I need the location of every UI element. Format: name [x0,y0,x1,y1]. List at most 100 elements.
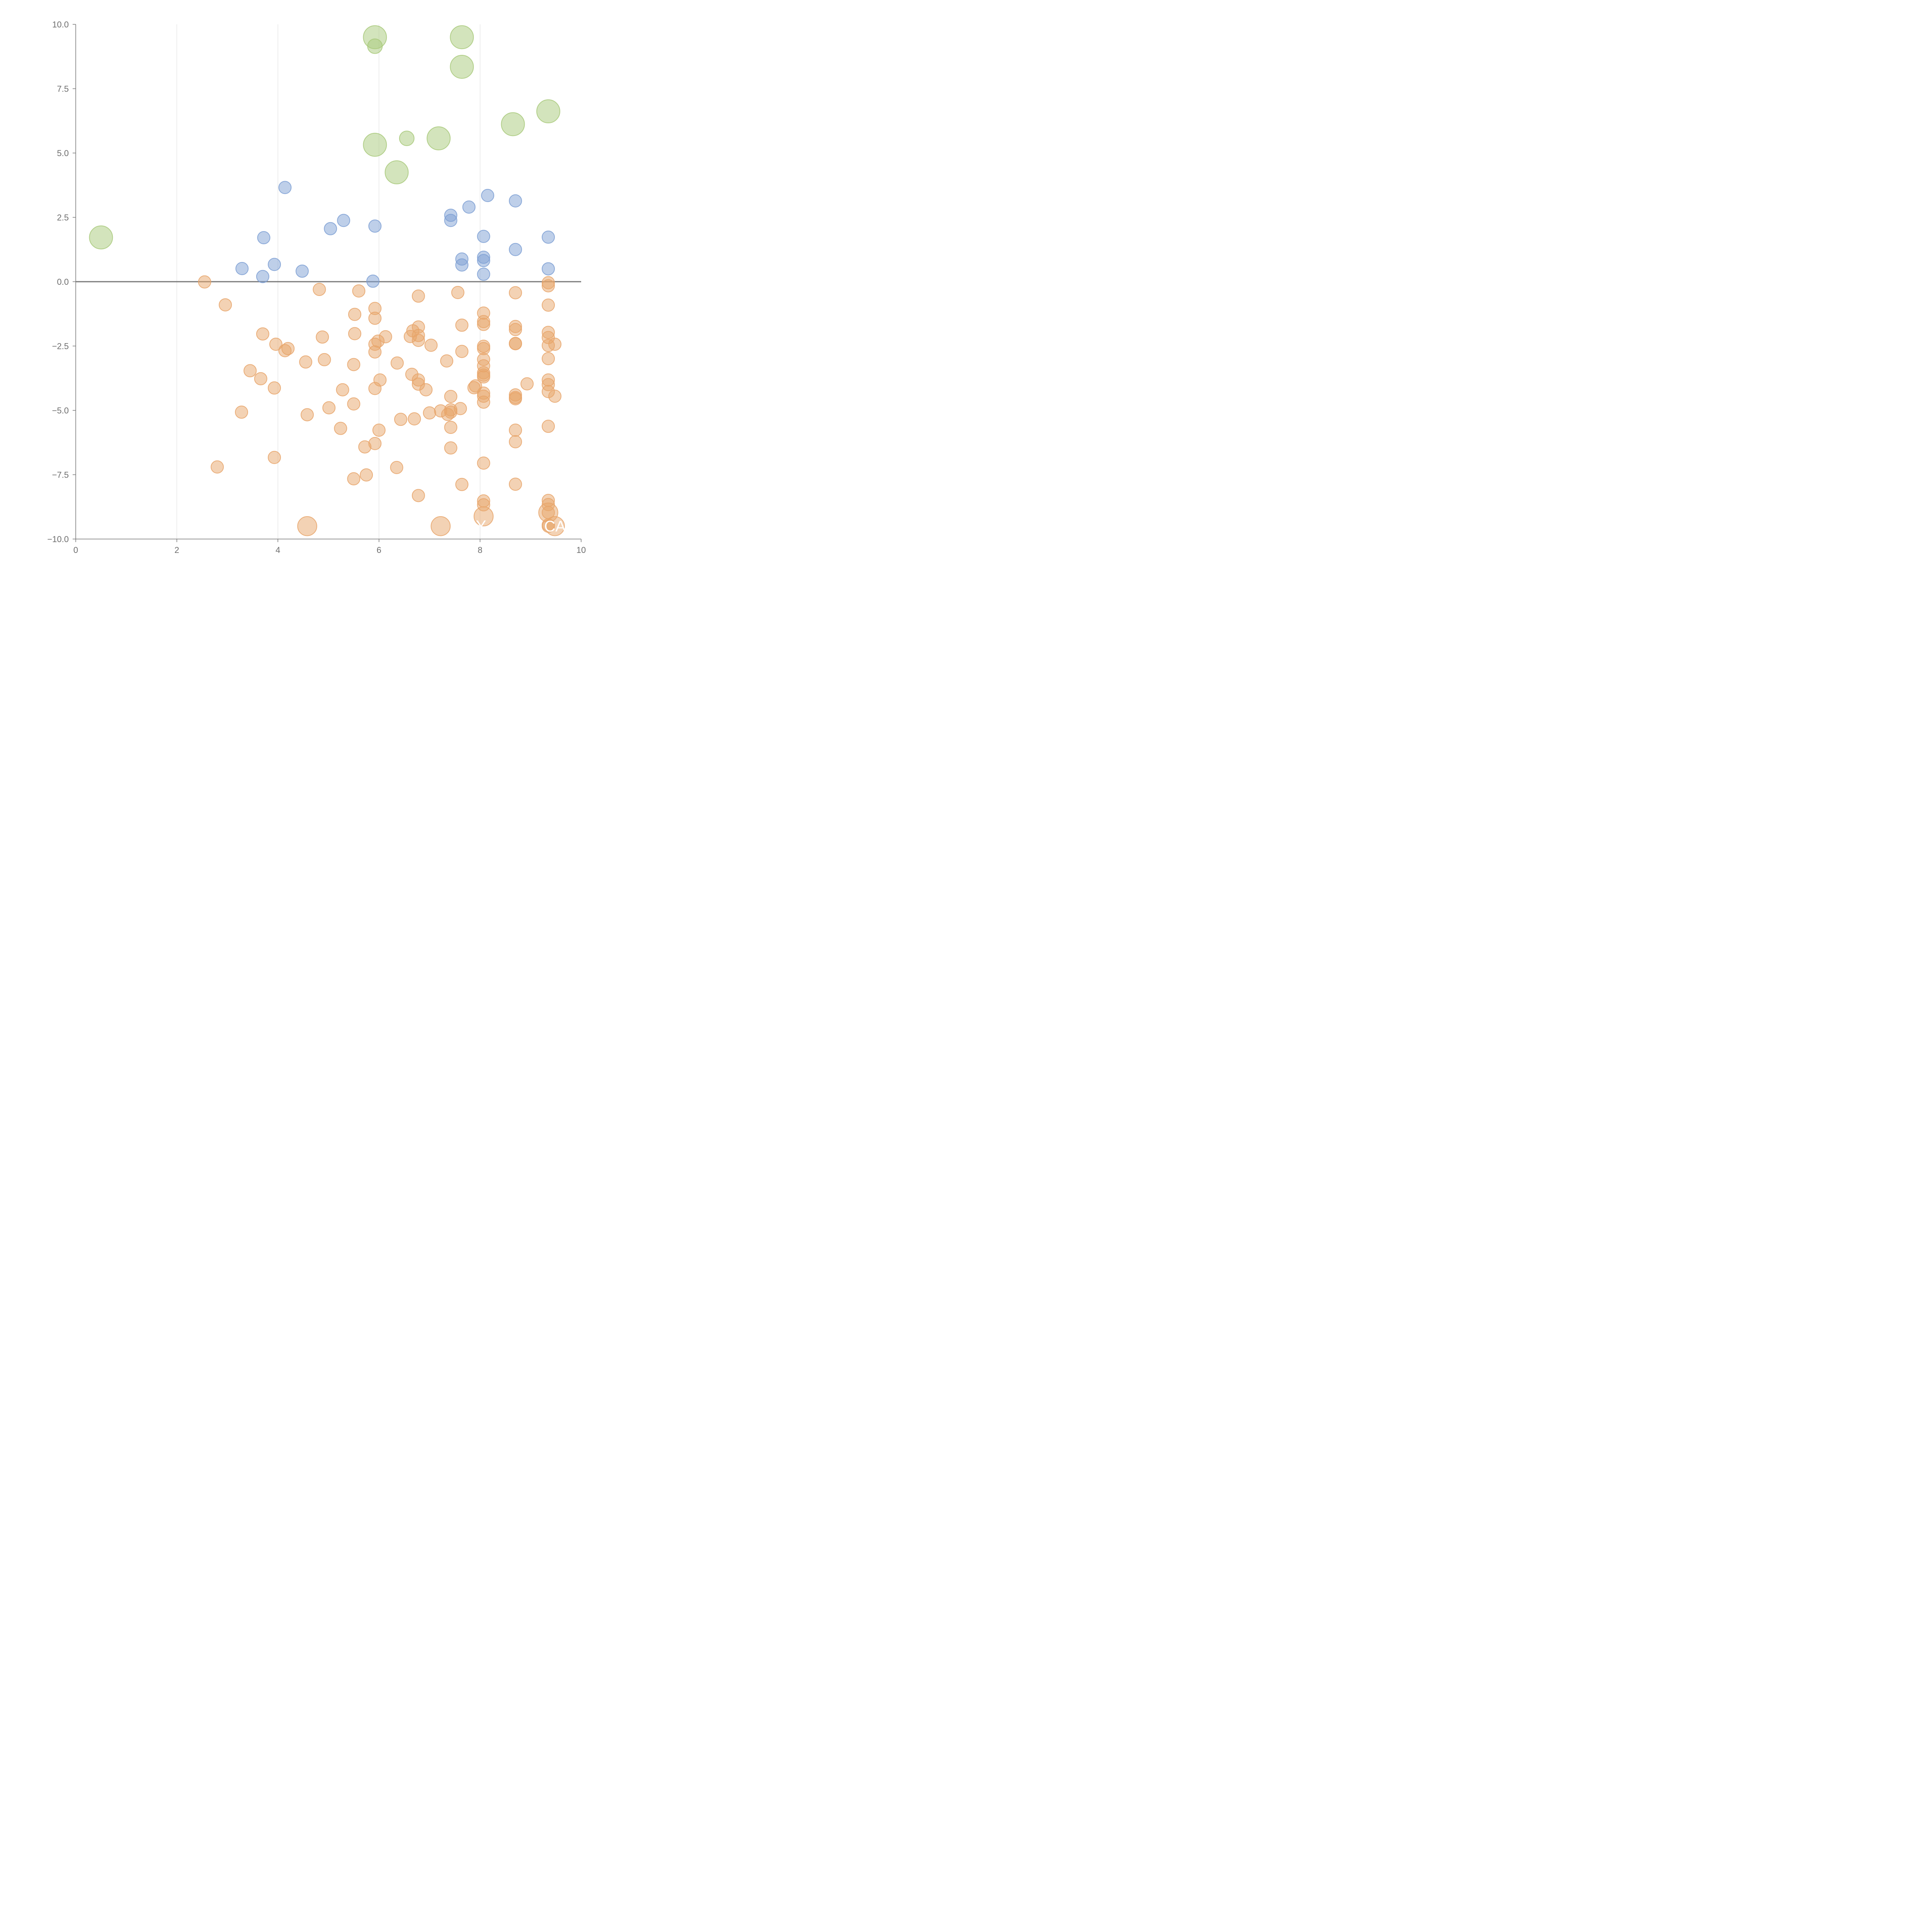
blue-bubble [509,194,522,207]
orange-bubble [268,451,281,464]
blue-bubble [481,189,495,202]
orange-bubble [390,356,404,370]
orange-bubble [509,423,522,437]
bubble-labels: Y CA [476,517,566,535]
x-tick-label: 10 [577,545,586,555]
bubble-label: Y [476,517,486,534]
blue-bubble [477,230,490,243]
blue-bubble [455,258,469,272]
orange-bubble [316,330,329,344]
blue-bubble [324,222,337,235]
blue-bubble [337,214,350,227]
orange-bubble [477,395,490,409]
orange-bubble [412,489,425,502]
orange-bubble [509,323,522,336]
orange-bubble [211,460,224,474]
orange-bubble [509,435,522,449]
y-tick-label: 2.5 [57,213,69,223]
orange-bubble [455,478,469,491]
y-tick-label: −5.0 [52,406,69,415]
orange-bubble [477,318,490,331]
green-bubble [363,133,387,157]
orange-bubble [520,377,534,391]
orange-bubble [358,440,372,454]
orange-bubble [322,401,336,415]
y-tick-label: 0.0 [57,277,69,287]
blue-bubble [509,243,522,256]
orange-bubble [347,397,361,411]
blue-bubble [477,254,490,267]
x-tick-label: 0 [73,545,78,555]
orange-bubble [360,468,373,482]
blue-bubble [444,214,457,227]
orange-bubble [444,420,457,434]
green-bubble [450,25,474,49]
orange-bubble [424,338,438,352]
x-tick-label: 4 [276,545,280,555]
blue-bubble [366,274,380,288]
orange-bubble [352,284,366,298]
orange-bubble [548,389,561,403]
orange-bubble [390,461,403,474]
x-tick-label: 6 [377,545,381,555]
blue-bubble [541,230,555,244]
orange-bubble [394,413,408,426]
orange-bubble [334,422,347,435]
x-tick-label: 8 [478,545,482,555]
blue-bubble [278,181,292,194]
orange-bubble [541,352,555,366]
axes: 0 2 4 6 8 10 −10.0 −7.5 −5.0 −2.5 0.0 2.5 5.0 7.5 10.0 [47,20,586,555]
y-tick-label: 7.5 [57,84,69,94]
green-bubble [367,38,383,54]
green-bubble [536,99,560,124]
orange-bubble [368,345,382,359]
orange-bubble [451,286,464,299]
orange-bubble [301,408,314,422]
orange-bubble [473,506,494,527]
orange-bubble [269,337,282,351]
orange-bubble [430,516,451,536]
orange-bubble [419,383,433,396]
orange-bubble [299,355,313,369]
orange-bubble [541,420,555,433]
orange-bubble [455,345,469,358]
orange-bubble [441,408,454,421]
orange-bubble [348,327,362,340]
orange-bubble [423,406,436,420]
bubble-label: CA [544,518,566,535]
green-bubble [450,54,474,79]
orange-bubble [336,383,349,396]
orange-bubble [198,275,211,289]
orange-bubble [268,381,281,395]
orange-bubble [243,364,257,378]
orange-bubble [313,282,326,296]
orange-bubble [541,339,555,352]
orange-bubble [477,456,490,470]
orange-bubble [509,478,522,491]
orange-bubble [509,337,522,350]
orange-bubble [318,353,331,366]
orange-bubble [348,308,362,321]
blue-bubble [541,262,555,276]
orange-bubble [408,412,421,425]
bubbles [89,25,565,536]
green-bubble [501,112,525,136]
orange-bubble [372,423,386,437]
green-bubble [399,131,415,146]
y-tick-label: 10.0 [52,20,69,29]
orange-bubble [278,344,292,357]
green-bubble [384,160,409,184]
orange-bubble [368,382,382,395]
green-bubble [427,126,451,150]
orange-bubble [219,298,232,311]
orange-bubble [440,354,454,368]
y-tick-label: −2.5 [52,342,69,351]
blue-bubble [235,262,249,276]
blue-bubble [477,267,490,281]
orange-bubble [509,286,522,299]
y-tick-label: −7.5 [52,470,69,480]
orange-bubble [509,392,522,406]
orange-bubble [545,516,565,536]
y-tick-label: 5.0 [57,148,69,158]
orange-bubble [455,318,469,332]
